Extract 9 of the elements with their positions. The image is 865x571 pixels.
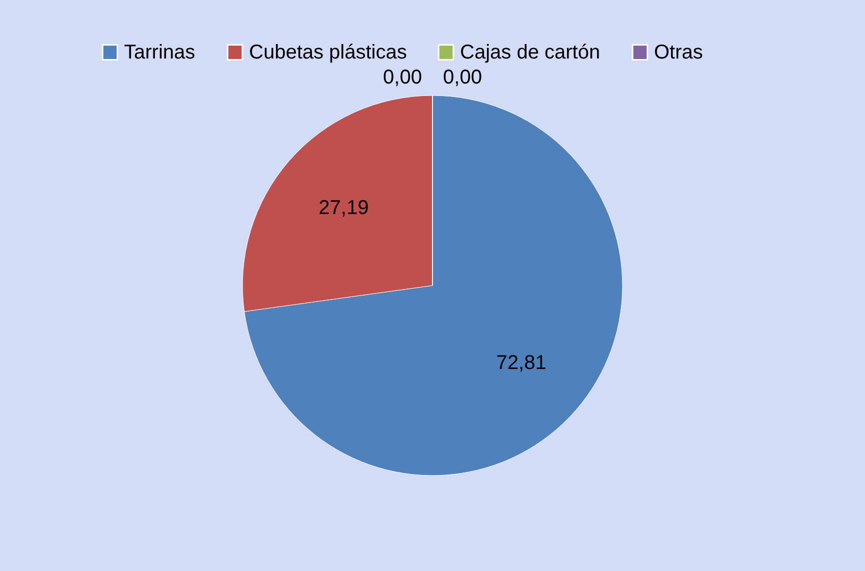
legend-label: Otras (654, 41, 703, 64)
legend-label: Cajas de cartón (460, 41, 600, 64)
pie-slice (244, 95, 623, 476)
legend-label: Tarrinas (124, 41, 196, 64)
text: 0,00 (443, 66, 482, 88)
legend-label: Cubetas plásticas (249, 41, 407, 64)
text: 0,00 (383, 66, 422, 88)
data-label: 27,19 (318, 197, 369, 220)
data-label: 72,81 (496, 352, 546, 374)
